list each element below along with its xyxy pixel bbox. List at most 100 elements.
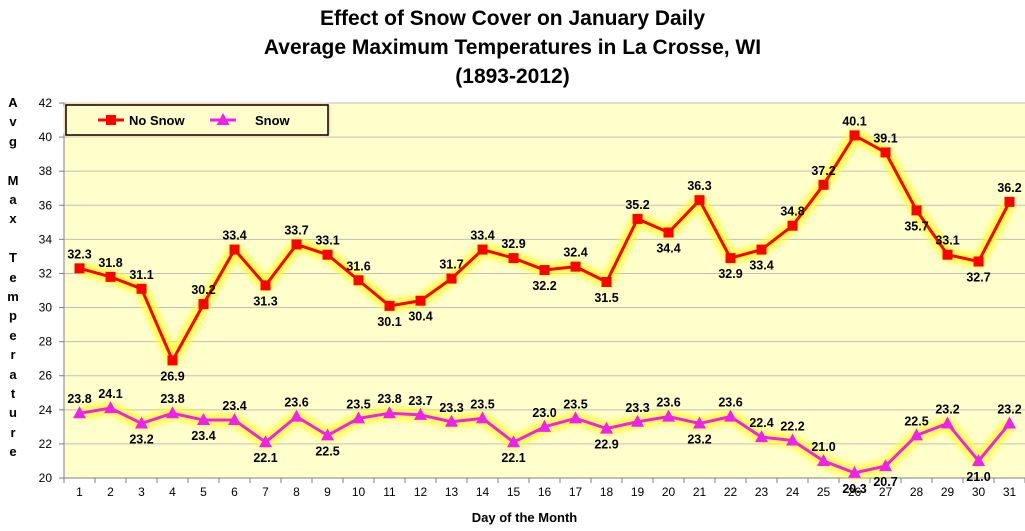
y-axis-label-letter: A — [8, 95, 18, 110]
data-point — [848, 465, 861, 478]
data-point — [570, 261, 581, 272]
data-point — [321, 428, 334, 441]
data-label: 23.5 — [470, 397, 494, 411]
data-point — [631, 414, 644, 427]
data-label: 23.5 — [346, 397, 370, 411]
x-tick-label: 11 — [383, 485, 396, 499]
x-tick-label: 18 — [600, 485, 614, 499]
data-point — [136, 283, 147, 294]
data-point — [1003, 416, 1016, 429]
data-label: 23.5 — [563, 397, 587, 411]
x-tick-label: 3 — [138, 485, 145, 499]
data-label: 23.2 — [687, 432, 711, 446]
data-point — [228, 413, 241, 426]
y-tick-label: 28 — [39, 335, 53, 349]
x-tick-label: 1 — [76, 485, 83, 499]
y-tick-label: 24 — [39, 403, 53, 417]
data-point — [849, 130, 860, 141]
data-label: 20.7 — [873, 475, 897, 489]
data-label: 32.4 — [563, 246, 587, 260]
x-tick-label: 7 — [262, 485, 269, 499]
x-tick-label: 23 — [755, 485, 769, 499]
data-label: 32.7 — [966, 271, 990, 285]
data-label: 33.4 — [749, 259, 773, 273]
y-tick-label: 36 — [39, 198, 53, 212]
data-point — [538, 419, 551, 432]
data-point — [600, 421, 613, 434]
x-tick-label: 22 — [724, 485, 738, 499]
data-point — [291, 239, 302, 250]
data-label: 26.9 — [160, 369, 184, 383]
data-label: 23.2 — [935, 402, 959, 416]
data-label: 34.4 — [656, 242, 680, 256]
data-label: 23.3 — [439, 401, 463, 415]
x-tick-label: 14 — [476, 485, 490, 499]
x-tick-label: 20 — [662, 485, 676, 499]
x-axis-label: Day of the Month — [472, 510, 577, 525]
data-point — [166, 406, 179, 419]
data-point — [290, 409, 303, 422]
data-label: 22.5 — [315, 444, 339, 458]
data-point — [260, 280, 271, 291]
data-point — [507, 435, 520, 448]
data-label: 39.1 — [873, 131, 897, 145]
data-label: 22.5 — [904, 414, 928, 428]
x-tick-label: 27 — [879, 485, 893, 499]
data-point — [104, 401, 117, 414]
data-point — [197, 413, 210, 426]
y-axis-label-letter: a — [9, 192, 17, 207]
y-tick-label: 38 — [39, 164, 53, 178]
data-label: 23.8 — [377, 392, 401, 406]
data-label: 33.1 — [935, 234, 959, 248]
y-axis-label-letter: g — [9, 133, 17, 149]
x-tick-label: 8 — [293, 485, 300, 499]
x-tick-label: 10 — [352, 485, 366, 499]
x-tick-label: 31 — [1003, 485, 1017, 499]
x-tick-label: 17 — [569, 485, 583, 499]
data-point — [941, 416, 954, 429]
data-point — [414, 407, 427, 420]
data-label: 21.0 — [966, 470, 990, 484]
data-point — [632, 213, 643, 224]
data-point — [786, 433, 799, 446]
data-point — [725, 253, 736, 264]
data-point — [942, 249, 953, 260]
data-point — [817, 453, 830, 466]
data-label: 33.4 — [222, 229, 246, 243]
data-point — [663, 227, 674, 238]
data-label: 23.4 — [191, 429, 215, 443]
x-tick-label: 25 — [817, 485, 831, 499]
chart-title-line-3: (1893-2012) — [455, 65, 570, 88]
y-tick-label: 34 — [39, 232, 53, 246]
data-point — [477, 244, 488, 255]
x-tick-label: 28 — [910, 485, 924, 499]
x-tick-label: 4 — [169, 485, 176, 499]
legend-label: Snow — [255, 113, 291, 128]
data-label: 23.6 — [284, 396, 308, 410]
y-axis-label-letter: r — [10, 424, 16, 440]
y-axis-label-letter: r — [10, 347, 16, 363]
y-axis-label-letter: T — [9, 250, 17, 266]
data-label: 22.2 — [780, 420, 804, 434]
y-axis-label-letter: t — [10, 386, 16, 401]
data-point — [415, 295, 426, 306]
data-point — [880, 147, 891, 158]
x-tick-label: 21 — [693, 485, 707, 499]
data-point — [972, 453, 985, 466]
data-label: 30.2 — [191, 283, 215, 297]
data-label: 22.1 — [501, 451, 525, 465]
series-no-snow: 32.3 31.8 31.1 26.9 30.2 33.4 31.3 33.7 33.1 31.6… — [67, 114, 1021, 383]
data-label: 31.5 — [594, 291, 618, 305]
x-tick-label: 24 — [786, 485, 800, 499]
data-point — [569, 411, 582, 424]
data-label: 23.8 — [160, 392, 184, 406]
data-point — [693, 416, 706, 429]
y-axis-label-letter: v — [9, 114, 17, 130]
data-point — [787, 220, 798, 231]
data-point — [724, 409, 737, 422]
data-point — [353, 275, 364, 286]
data-point — [259, 435, 272, 448]
data-point — [352, 411, 365, 424]
x-tick-label: 29 — [941, 485, 955, 499]
